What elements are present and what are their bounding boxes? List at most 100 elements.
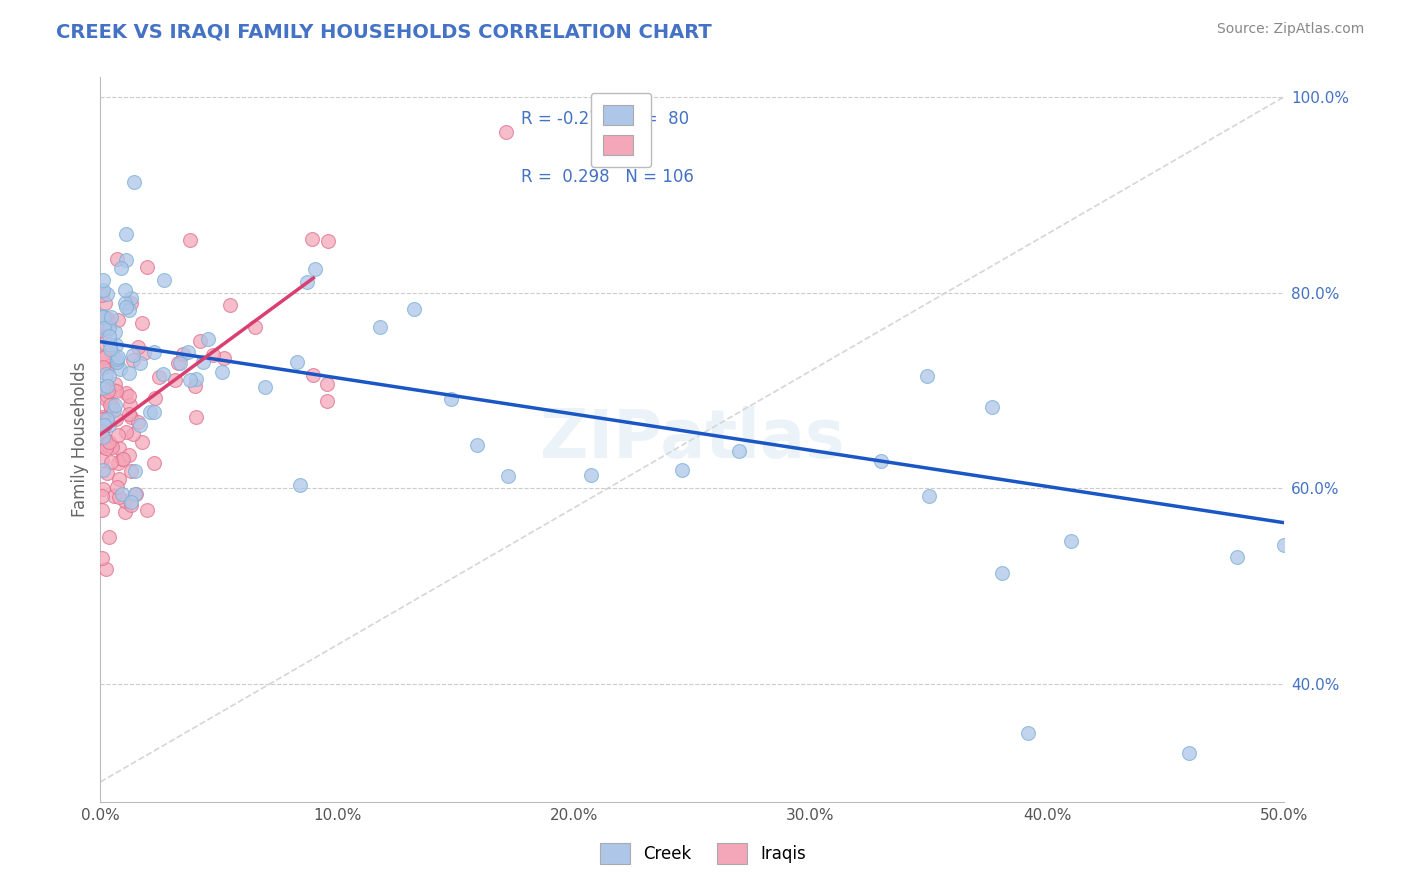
- Text: CREEK VS IRAQI FAMILY HOUSEHOLDS CORRELATION CHART: CREEK VS IRAQI FAMILY HOUSEHOLDS CORRELA…: [56, 22, 711, 41]
- Point: [105, 351, 128, 366]
- Point: [96, 379, 118, 393]
- Point: [211, 365, 233, 379]
- Y-axis label: Family Households: Family Households: [72, 362, 89, 517]
- Point: [118, 448, 141, 462]
- Point: [301, 368, 323, 382]
- Point: [368, 320, 391, 334]
- Point: [94, 319, 117, 334]
- Point: [98, 316, 121, 330]
- Point: [96, 310, 118, 325]
- Point: [129, 356, 152, 370]
- Point: [316, 376, 339, 391]
- Point: [111, 451, 134, 466]
- Point: [118, 399, 141, 413]
- Point: [131, 435, 153, 450]
- Point: [104, 338, 127, 352]
- Point: [94, 442, 117, 456]
- Point: [214, 351, 236, 365]
- Point: [94, 336, 117, 351]
- Point: [107, 428, 129, 442]
- Point: [110, 260, 132, 275]
- Point: [91, 273, 114, 287]
- Point: [142, 344, 165, 359]
- Point: [1225, 549, 1247, 564]
- Point: [97, 417, 120, 432]
- Point: [94, 350, 117, 364]
- Point: [91, 463, 114, 477]
- Point: [90, 412, 112, 426]
- Point: [671, 463, 693, 477]
- Point: [243, 320, 266, 334]
- Point: [96, 286, 118, 301]
- Point: [90, 551, 112, 566]
- Point: [97, 321, 120, 335]
- Point: [90, 360, 112, 375]
- Point: [90, 323, 112, 337]
- Point: [91, 381, 114, 395]
- Point: [915, 368, 938, 383]
- Point: [100, 454, 122, 468]
- Point: [190, 334, 212, 348]
- Point: [97, 531, 120, 545]
- Point: [91, 288, 114, 302]
- Point: [98, 368, 121, 383]
- Point: [115, 385, 138, 400]
- Point: [96, 389, 118, 403]
- Point: [219, 298, 242, 312]
- Point: [107, 479, 129, 493]
- Point: [96, 438, 118, 452]
- Point: [114, 283, 136, 297]
- Point: [101, 440, 124, 454]
- Point: [139, 405, 162, 419]
- Point: [125, 486, 148, 500]
- Point: [93, 418, 115, 433]
- Point: [404, 301, 426, 316]
- Point: [110, 361, 132, 376]
- Point: [105, 252, 128, 267]
- Point: [97, 435, 120, 450]
- Point: [153, 273, 176, 287]
- Point: [115, 252, 138, 267]
- Point: [105, 355, 128, 369]
- Point: [105, 355, 128, 369]
- Point: [135, 260, 157, 274]
- Point: [110, 451, 132, 466]
- Point: [122, 175, 145, 189]
- Point: [96, 466, 118, 480]
- Point: [579, 467, 602, 482]
- Point: [918, 489, 941, 503]
- Point: [727, 443, 749, 458]
- Point: [127, 415, 149, 429]
- Point: [108, 441, 131, 455]
- Point: [90, 489, 112, 503]
- Point: [122, 427, 145, 442]
- Point: [134, 346, 156, 360]
- Point: [91, 418, 114, 433]
- Legend: , : ,: [591, 93, 651, 167]
- Point: [122, 348, 145, 362]
- Point: [152, 367, 174, 381]
- Point: [97, 312, 120, 326]
- Point: [100, 310, 122, 324]
- Point: [107, 456, 129, 470]
- Point: [201, 348, 224, 362]
- Point: [94, 432, 117, 446]
- Point: [94, 562, 117, 576]
- Point: [94, 392, 117, 407]
- Point: [981, 400, 1004, 414]
- Point: [870, 453, 893, 467]
- Point: [496, 468, 519, 483]
- Point: [91, 410, 114, 425]
- Point: [117, 389, 139, 403]
- Point: [316, 234, 339, 248]
- Point: [101, 345, 124, 359]
- Point: [142, 457, 165, 471]
- Text: R = -0.278   N =  80: R = -0.278 N = 80: [520, 110, 689, 128]
- Point: [129, 418, 152, 433]
- Point: [120, 291, 142, 305]
- Point: [120, 495, 142, 509]
- Point: [91, 430, 114, 444]
- Point: [186, 371, 208, 385]
- Point: [1272, 538, 1295, 552]
- Point: [107, 351, 129, 365]
